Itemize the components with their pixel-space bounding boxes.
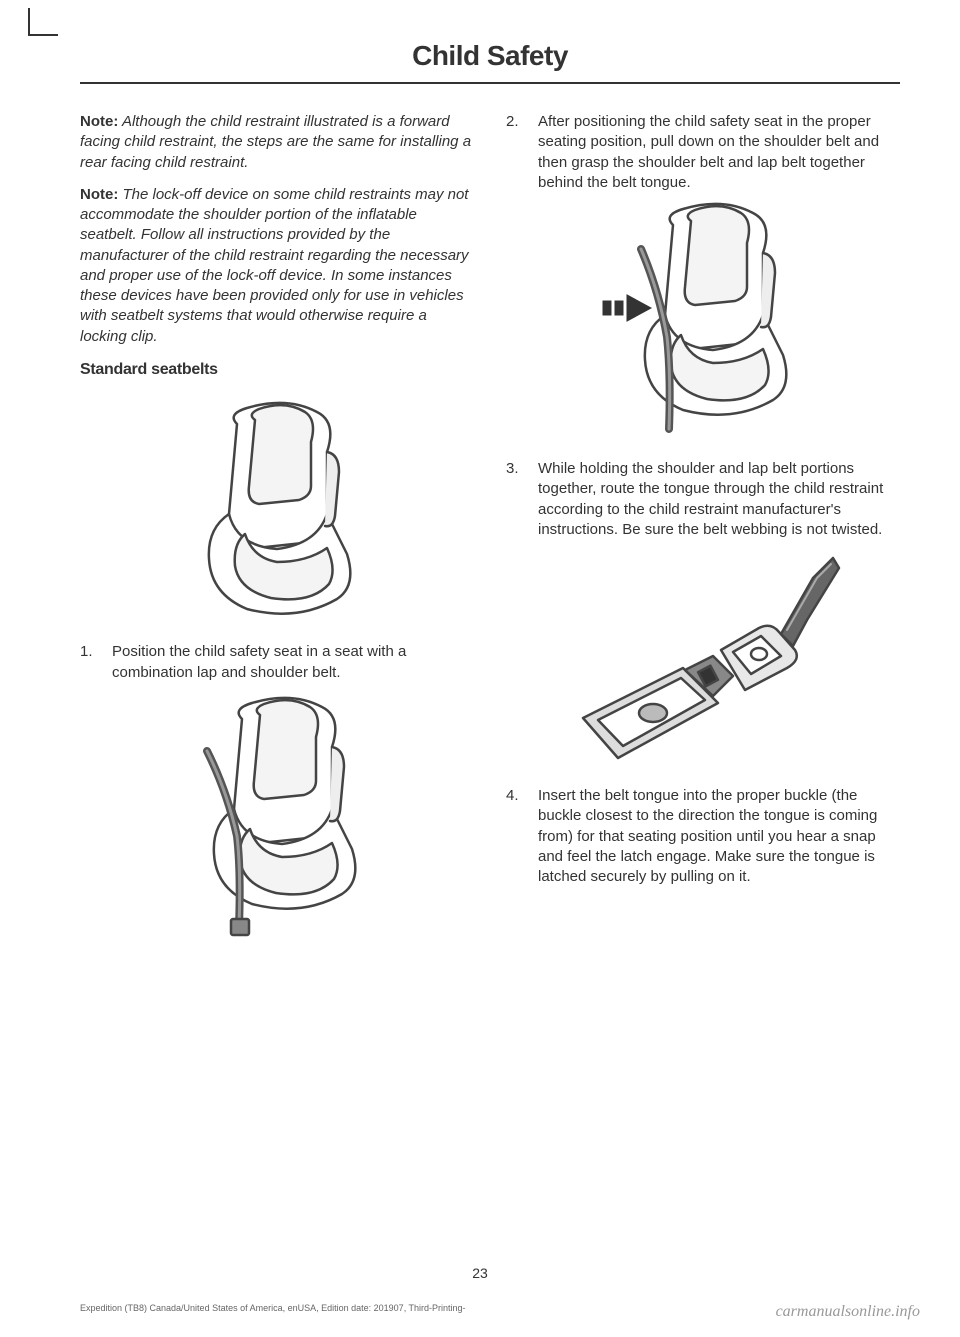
child-seat-belt-icon (167, 691, 387, 941)
figure-seat-with-belt (80, 691, 474, 941)
watermark: carmanualsonline.info (776, 1303, 920, 1321)
step-number: 3. (506, 459, 524, 540)
two-column-layout: Note: Although the child restraint illus… (80, 112, 900, 959)
note-2-text: The lock-off device on some child restra… (80, 186, 469, 345)
figure-seat-plain (80, 394, 474, 624)
page-title: Child Safety (80, 40, 900, 84)
figure-buckle (506, 548, 900, 768)
note-label: Note: (80, 186, 118, 203)
child-seat-arrow-icon (583, 201, 823, 441)
step-2: 2. After positioning the child safety se… (506, 112, 900, 193)
page-number: 23 (0, 1265, 960, 1281)
note-label: Note: (80, 113, 118, 130)
note-1-text: Although the child restraint illustrated… (80, 113, 471, 171)
right-column: 2. After positioning the child safety se… (506, 112, 900, 959)
step-3-text: While holding the shoulder and lap belt … (538, 459, 900, 540)
note-2: Note: The lock-off device on some child … (80, 185, 474, 347)
seatbelt-buckle-icon (563, 548, 843, 768)
step-1: 1. Position the child safety seat in a s… (80, 642, 474, 683)
note-1: Note: Although the child restraint illus… (80, 112, 474, 173)
step-4-text: Insert the belt tongue into the proper b… (538, 786, 900, 887)
step-number: 2. (506, 112, 524, 193)
step-1-text: Position the child safety seat in a seat… (112, 642, 474, 683)
step-2-text: After positioning the child safety seat … (538, 112, 900, 193)
step-number: 1. (80, 642, 98, 683)
footer-meta: Expedition (TB8) Canada/United States of… (80, 1303, 466, 1313)
crop-mark (28, 8, 58, 36)
step-number: 4. (506, 786, 524, 887)
step-3: 3. While holding the shoulder and lap be… (506, 459, 900, 540)
left-column: Note: Although the child restraint illus… (80, 112, 474, 959)
figure-seat-arrow (506, 201, 900, 441)
child-seat-icon (177, 394, 377, 624)
step-4: 4. Insert the belt tongue into the prope… (506, 786, 900, 887)
standard-seatbelts-heading: Standard seatbelts (80, 359, 474, 381)
